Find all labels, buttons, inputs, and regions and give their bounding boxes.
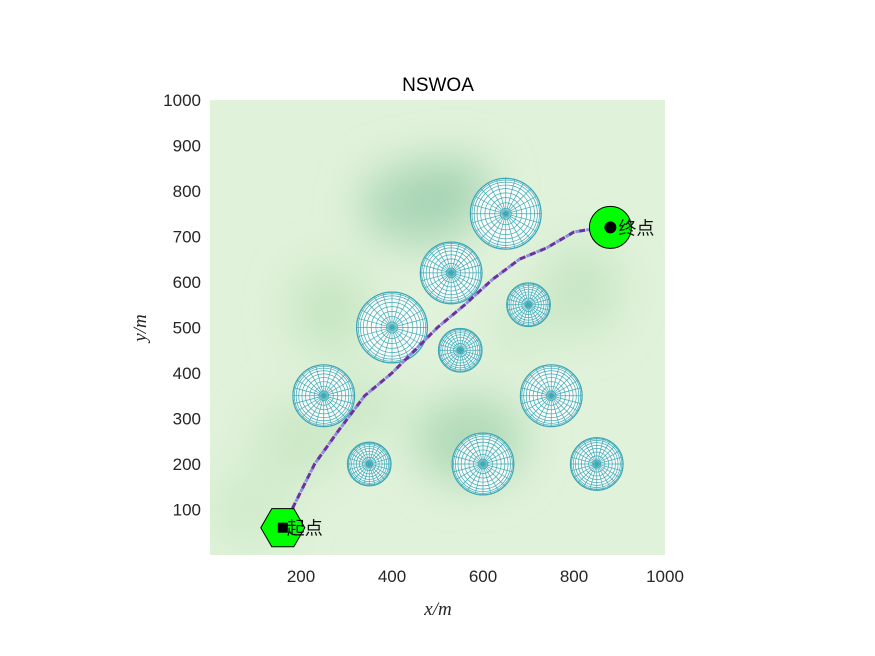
obstacle-5 [437, 327, 483, 373]
x-tick-label: 600 [469, 567, 497, 586]
y-axis-label: y/m [130, 314, 151, 343]
path-line-secondary [281, 225, 611, 529]
chart-title: NSWOA [402, 75, 474, 96]
obstacle-9 [451, 432, 515, 496]
y-tick-label: 700 [173, 228, 201, 247]
obstacle-10 [569, 437, 624, 491]
obstacle-3 [506, 282, 551, 328]
y-tick-label: 1000 [163, 91, 201, 110]
x-tick-label: 1000 [646, 567, 684, 586]
marker-layer [260, 205, 632, 548]
y-tick-label: 400 [173, 364, 201, 383]
obstacle-2 [419, 241, 483, 305]
goal-label: 终点 [618, 218, 654, 239]
x-axis-label: x/m [423, 599, 451, 620]
y-tick-label: 300 [173, 410, 201, 429]
obstacle-7 [519, 364, 583, 428]
goal-point [604, 221, 617, 234]
y-tick-label: 200 [173, 455, 201, 474]
y-tick-label: 100 [173, 501, 201, 520]
obstacle-1 [469, 177, 542, 250]
obstacle-6 [292, 364, 356, 428]
x-tick-label: 800 [560, 567, 588, 586]
y-tick-label: 500 [173, 319, 201, 338]
marker-label-layer: 起点 终点 [287, 218, 655, 539]
path-layer [281, 225, 611, 529]
y-tick-label: 800 [173, 182, 201, 201]
x-axis-ticks: 200 400 600 800 1000 [287, 567, 684, 586]
y-axis-ticks: 100 200 300 400 500 600 700 800 900 1000 [163, 91, 201, 520]
y-tick-label: 600 [173, 273, 201, 292]
x-tick-label: 400 [378, 567, 406, 586]
obstacle-layer [292, 177, 624, 496]
start-point [277, 522, 288, 533]
obstacle-8 [346, 441, 392, 487]
y-tick-label: 900 [173, 137, 201, 156]
obstacle-4 [356, 291, 428, 364]
x-tick-label: 200 [287, 567, 315, 586]
start-label: 起点 [287, 519, 323, 540]
path-line [281, 225, 611, 529]
plot-area [210, 100, 665, 555]
